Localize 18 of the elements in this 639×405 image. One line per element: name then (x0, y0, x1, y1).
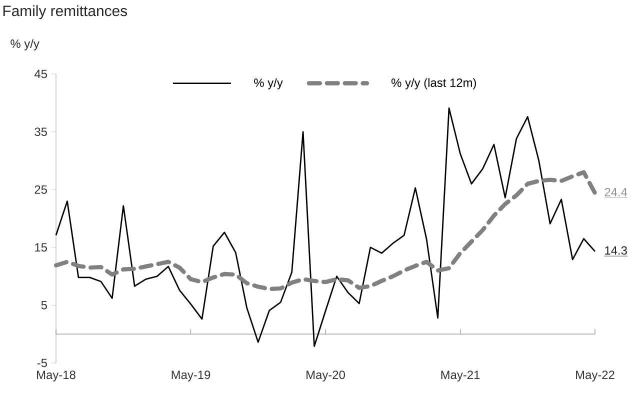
y-tick-label: 45 (34, 70, 47, 78)
y-tick-label: 25 (34, 185, 47, 194)
y-tick-label: -5 (37, 358, 47, 368)
y-tick-label: 5 (41, 301, 47, 310)
x-tick-label: May-21 (441, 370, 480, 382)
legend-label: % y/y (last 12m) (391, 78, 476, 90)
annotation: 24.4 (604, 188, 628, 196)
y-tick-label: 35 (34, 128, 47, 136)
chart-title: Family remittances (3, 5, 128, 20)
line-series (55, 107, 596, 347)
x-tick-label: May-22 (576, 370, 614, 382)
legend-label: % y/y (254, 78, 283, 90)
text: % y/y (10, 39, 40, 50)
x-tick-label: May-18 (37, 370, 76, 382)
annotation: 14.3 (605, 246, 627, 255)
x-tick-label: May-19 (172, 370, 210, 382)
x-tick-label: May-20 (306, 370, 345, 382)
y-tick-label: 15 (35, 243, 47, 252)
